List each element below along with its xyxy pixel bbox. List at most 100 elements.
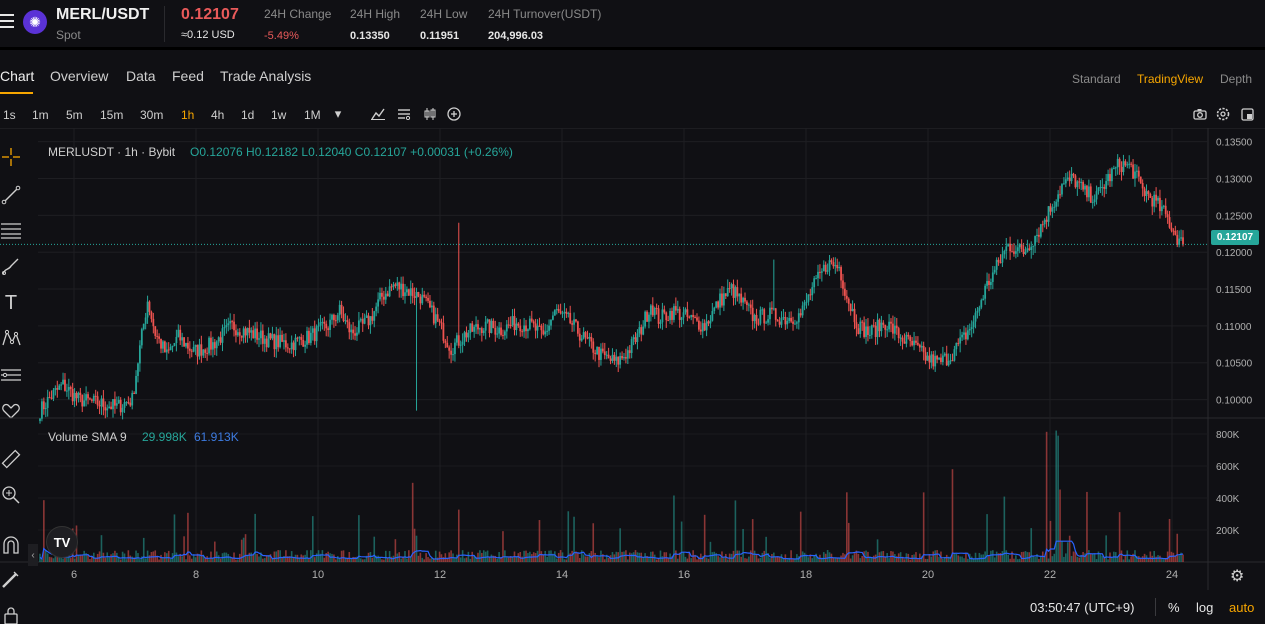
volume-sma-value: 61.913K [194,430,239,444]
candle-body [1180,237,1182,239]
magnet-icon[interactable] [0,534,22,556]
volume-bar [175,552,178,562]
candle-body [50,397,53,399]
camera-icon[interactable] [1191,105,1209,123]
lock-icon[interactable] [0,604,22,624]
heart-icon[interactable] [0,400,22,422]
volume-bar [1116,556,1119,562]
text-tool-icon[interactable]: T [4,291,18,314]
candle-body [947,360,950,366]
timeframe-dropdown-icon[interactable]: ▾ [334,106,342,121]
volume-bar [91,556,93,562]
timeframe-1h[interactable]: 1h [181,108,195,122]
candle-body [283,340,285,342]
tab-overview[interactable]: Overview [50,68,109,84]
timeframe-4h[interactable]: 4h [211,108,225,122]
tab-chart[interactable]: Chart [0,68,35,84]
percent-scale-button[interactable]: % [1168,600,1180,615]
candle-body [365,315,368,319]
horizontal-lines-icon[interactable] [0,219,22,241]
zoom-icon[interactable] [0,484,22,506]
menu-icon[interactable] [0,14,16,28]
clock[interactable]: 03:50:47 (UTC+9) [1030,600,1135,615]
volume-bar [738,550,741,562]
prediction-icon[interactable] [0,364,22,386]
volume-bar [1030,528,1033,562]
volume-bar [52,558,55,562]
tab-data[interactable]: Data [126,68,156,84]
pencil-lock-icon[interactable] [0,568,22,590]
timeframe-30m[interactable]: 30m [140,108,164,122]
trading-pair[interactable]: MERL/USDT [56,6,150,23]
fullscreen-icon[interactable] [1238,105,1256,123]
candle-body [102,398,105,408]
timeframe-1M[interactable]: 1M [304,108,321,122]
candle-body [1157,197,1159,201]
tradingview-logo[interactable]: TV [46,526,78,558]
volume-bar [515,556,518,562]
volume-bar [1011,551,1013,562]
timeframe-5m[interactable]: 5m [66,108,83,122]
candle-body [231,321,234,323]
candle-body [154,326,157,336]
candle-body [696,317,698,321]
volume-bar [1005,550,1008,562]
candle-body [949,360,952,362]
price-tick-label: 0.11500 [1216,285,1252,296]
log-scale-button[interactable]: log [1196,600,1214,615]
candle-body [553,310,556,316]
candle-body [653,308,656,316]
scroll-left-icon[interactable]: ‹ [28,544,38,566]
candle-body [523,325,525,332]
volume-bar [924,558,927,562]
candle-body [598,346,600,360]
candle-body [813,278,816,288]
volume-bar [1132,553,1134,562]
candle-body [94,395,97,397]
candle-body [963,332,965,335]
timeframe-1d[interactable]: 1d [241,108,255,122]
candle-body [1047,206,1050,222]
volume-bar [573,516,575,562]
candle-type-icon[interactable] [421,105,439,123]
volume-bar [89,559,91,562]
indicators-icon[interactable] [369,105,387,123]
volume-bar [565,559,568,562]
candle-body [799,313,802,316]
ruler-icon[interactable] [0,448,22,470]
candle-body [369,316,372,326]
price-chart[interactable]: 0.13500 0.13000 0.12500 0.12000 0.11500 0.110… [0,128,1265,590]
brush-icon[interactable] [0,255,22,277]
timeframe-15m[interactable]: 15m [100,108,124,122]
candle-body [797,313,800,323]
volume-bar [206,556,208,562]
axis-settings-icon[interactable]: ⚙ [1230,568,1245,585]
candle-body [1055,201,1058,207]
candle-body [171,345,174,348]
trend-line-icon[interactable] [0,184,22,206]
tab-feed[interactable]: Feed [172,68,204,84]
view-standard[interactable]: Standard [1072,72,1121,86]
volume-bar [340,550,343,562]
timeframe-1s[interactable]: 1s [3,108,16,122]
tab-trade-analysis[interactable]: Trade Analysis [220,68,312,84]
timeframe-1m[interactable]: 1m [32,108,49,122]
volume-bar [657,558,660,562]
candle-body [1082,182,1085,190]
view-depth[interactable]: Depth [1220,72,1253,86]
auto-scale-button[interactable]: auto [1229,600,1255,615]
pattern-icon[interactable] [0,327,22,349]
crosshair-icon[interactable] [0,146,22,168]
add-indicator-icon[interactable] [445,105,463,123]
volume-bar [544,550,547,562]
timeframe-1w[interactable]: 1w [271,108,287,122]
volume-bar [990,550,992,562]
candle-body [163,341,166,353]
gear-icon[interactable] [1214,105,1232,123]
view-tradingview[interactable]: TradingView [1137,72,1204,86]
volume-bar [69,558,72,562]
candle-body [893,325,896,334]
chart-settings-icon[interactable] [395,105,413,123]
candle-body [611,354,614,361]
volume-bar [511,556,514,562]
